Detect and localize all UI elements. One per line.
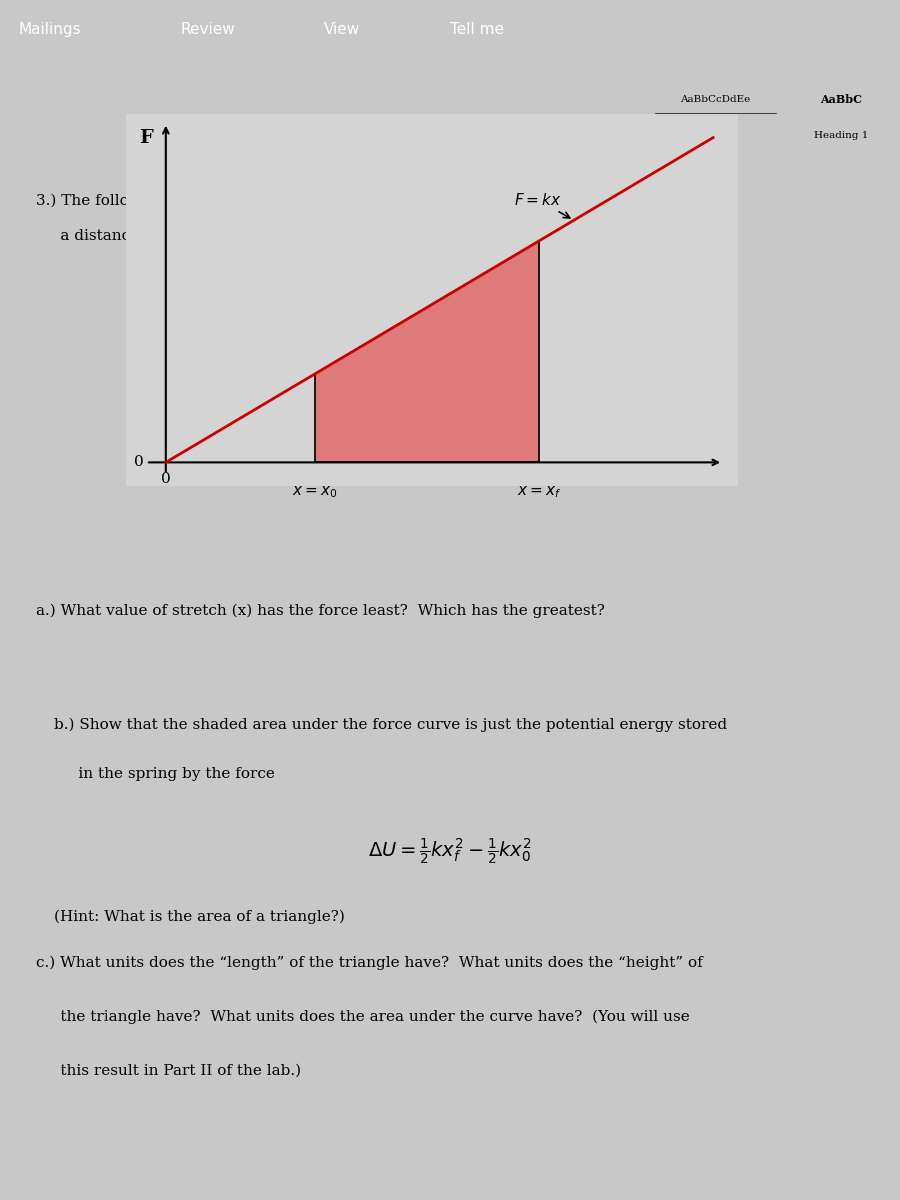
Text: $x = x_f$: $x = x_f$ [517,485,561,500]
Text: Heading 1: Heading 1 [814,132,868,140]
Text: c.) What units does the “length” of the triangle have?  What units does the “hei: c.) What units does the “length” of the … [36,956,703,971]
Text: in the spring by the force: in the spring by the force [54,767,274,781]
Text: Tell me: Tell me [450,22,504,37]
Text: View: View [324,22,360,37]
Text: the triangle have?  What units does the area under the curve have?  (You will us: the triangle have? What units does the a… [36,1010,689,1025]
Text: 0: 0 [133,455,143,469]
Polygon shape [315,241,539,462]
Text: AaBbCcDdEe: AaBbCcDdEe [680,96,751,104]
Text: b.) Show that the shaded area under the force curve is just the potential energy: b.) Show that the shaded area under the … [54,718,727,732]
Text: Caption: Caption [695,132,736,140]
Text: F: F [139,128,153,146]
Text: AaBbC: AaBbC [821,95,862,106]
Text: (Hint: What is the area of a triangle?): (Hint: What is the area of a triangle?) [54,910,345,924]
Text: $x = x_0$: $x = x_0$ [292,485,338,500]
Text: $F = kx$: $F = kx$ [514,192,570,218]
Text: Review: Review [180,22,235,37]
Text: a.) What value of stretch (x) has the force least?  Which has the greatest?: a.) What value of stretch (x) has the fo… [36,604,605,618]
Text: Mailings: Mailings [18,22,81,37]
Text: a distance:: a distance: [36,229,144,244]
Text: 0: 0 [161,472,171,486]
Text: $\Delta U = \frac{1}{2}kx_f^2 - \frac{1}{2}kx_0^2$: $\Delta U = \frac{1}{2}kx_f^2 - \frac{1}… [368,836,532,866]
Text: 3.) The following graph shows how a variable force, in this case a spring force,: 3.) The following graph shows how a vari… [36,193,722,208]
Text: this result in Part II of the lab.): this result in Part II of the lab.) [36,1064,302,1078]
